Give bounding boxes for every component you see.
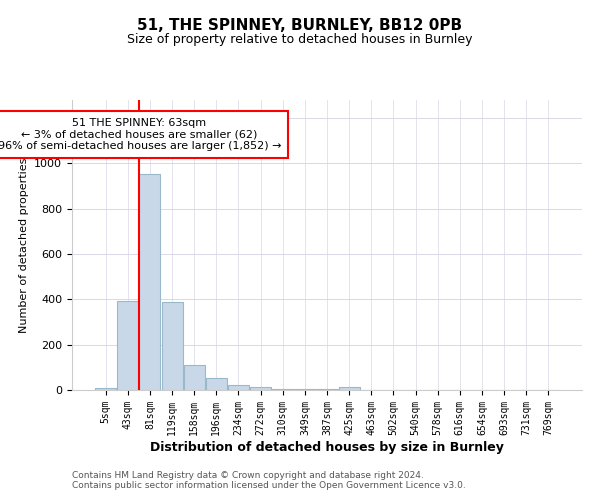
Text: Distribution of detached houses by size in Burnley: Distribution of detached houses by size … <box>150 441 504 454</box>
Bar <box>161 302 182 390</box>
Bar <box>206 378 227 390</box>
Bar <box>295 389 316 390</box>
Bar <box>228 386 249 390</box>
Text: Contains HM Land Registry data © Crown copyright and database right 2024.: Contains HM Land Registry data © Crown c… <box>72 470 424 480</box>
Text: 51 THE SPINNEY: 63sqm
← 3% of detached houses are smaller (62)
96% of semi-detac: 51 THE SPINNEY: 63sqm ← 3% of detached h… <box>0 118 281 152</box>
Text: Size of property relative to detached houses in Burnley: Size of property relative to detached ho… <box>127 32 473 46</box>
Bar <box>184 365 205 390</box>
Bar <box>338 388 359 390</box>
Bar <box>95 388 116 390</box>
Bar <box>118 300 139 390</box>
Bar <box>139 174 160 390</box>
Bar <box>272 389 293 390</box>
Y-axis label: Number of detached properties: Number of detached properties <box>19 158 29 332</box>
Text: 51, THE SPINNEY, BURNLEY, BB12 0PB: 51, THE SPINNEY, BURNLEY, BB12 0PB <box>137 18 463 32</box>
Text: Contains public sector information licensed under the Open Government Licence v3: Contains public sector information licen… <box>72 480 466 490</box>
Bar <box>250 388 271 390</box>
